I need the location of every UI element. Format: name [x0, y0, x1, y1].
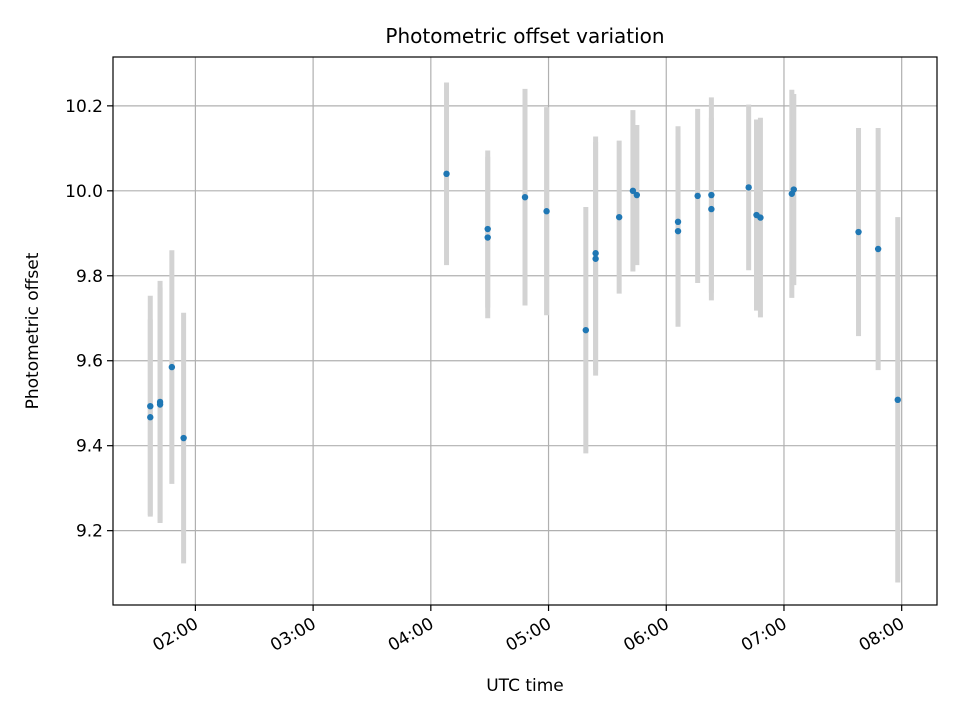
data-point [592, 255, 599, 262]
data-point [168, 363, 176, 371]
y-axis-title: Photometric offset [23, 252, 43, 409]
data-point [615, 213, 623, 221]
data-point [790, 186, 797, 193]
data-point [757, 214, 764, 221]
data-point [484, 234, 491, 241]
data-point [156, 401, 164, 408]
data-point [147, 414, 154, 421]
y-tick-label: 9.8 [76, 267, 103, 287]
chart-title: Photometric offset variation [385, 24, 664, 48]
data-point [894, 396, 901, 404]
data-point [484, 225, 491, 233]
y-tick-label: 10.0 [65, 182, 103, 202]
data-point [443, 170, 450, 178]
plot-frame [112, 56, 938, 606]
data-point [855, 228, 862, 236]
data-point [708, 205, 715, 213]
data-point [674, 227, 682, 235]
data-point [147, 402, 154, 410]
data-point [521, 193, 529, 201]
data-point [674, 218, 682, 226]
y-tick-label: 10.2 [65, 97, 103, 117]
data-point [633, 191, 641, 199]
data-point [582, 326, 590, 334]
data-point [694, 192, 701, 200]
data-point [543, 208, 550, 215]
y-tick-label: 9.4 [76, 437, 103, 457]
data-points [147, 170, 901, 442]
data-point [708, 191, 715, 199]
y-axis-ticks: 9.2 9.4 9.6 9.8 10.0 10.2 [65, 97, 113, 542]
data-point [745, 184, 752, 191]
data-point [874, 245, 882, 253]
data-point [629, 187, 637, 195]
y-tick-label: 9.2 [76, 522, 103, 542]
data-point [592, 250, 599, 257]
data-point [180, 434, 187, 442]
x-axis-title: UTC time [486, 676, 564, 696]
y-tick-label: 9.6 [76, 352, 103, 372]
